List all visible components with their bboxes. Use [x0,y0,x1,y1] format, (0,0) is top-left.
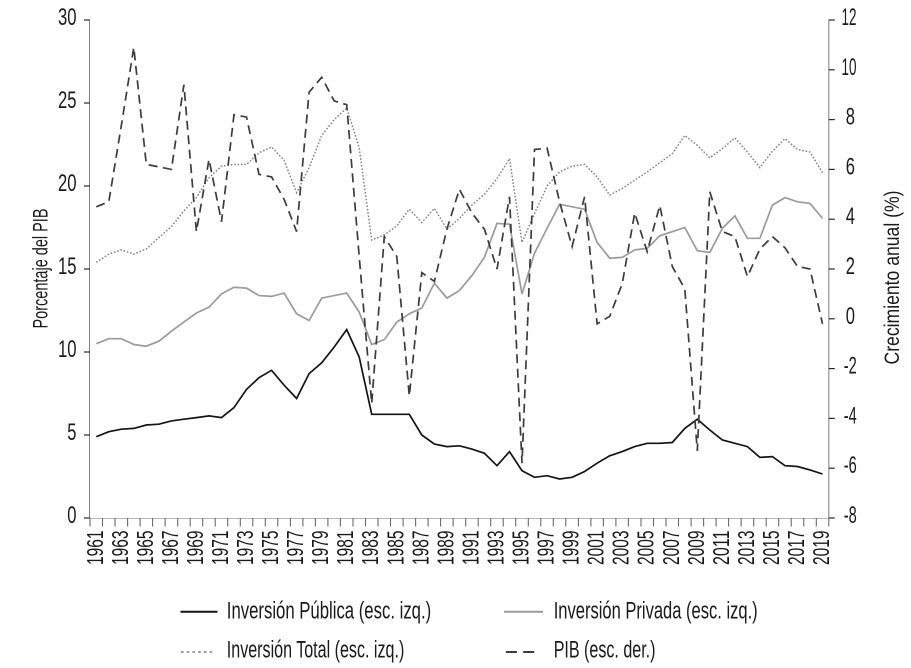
svg-text:1981: 1981 [332,531,358,566]
svg-text:10: 10 [842,54,857,81]
svg-text:Porcentaje del PIB: Porcentaje del PIB [29,209,53,329]
svg-text:-4: -4 [844,402,857,429]
svg-text:30: 30 [58,4,77,31]
svg-text:1997: 1997 [533,531,559,566]
svg-text:0: 0 [846,303,855,330]
svg-text:2019: 2019 [808,531,834,566]
svg-text:-6: -6 [844,452,857,479]
svg-text:1983: 1983 [357,531,383,566]
svg-text:1961: 1961 [82,531,108,566]
svg-text:Inversión Pública (esc. izq.): Inversión Pública (esc. izq.) [227,598,431,625]
svg-text:-2: -2 [844,353,857,380]
svg-text:1977: 1977 [282,531,308,566]
svg-text:1987: 1987 [407,531,433,566]
svg-text:2017: 2017 [783,531,809,566]
svg-text:-8: -8 [844,502,857,529]
svg-text:1995: 1995 [508,531,534,566]
svg-text:15: 15 [58,253,77,280]
svg-text:6: 6 [846,153,855,180]
svg-text:Inversión Total (esc. izq.): Inversión Total (esc. izq.) [227,637,404,664]
svg-text:2015: 2015 [758,531,784,566]
svg-text:1965: 1965 [132,531,158,566]
svg-text:2001: 2001 [583,531,609,566]
svg-text:2011: 2011 [708,531,734,566]
svg-text:25: 25 [58,87,77,114]
svg-text:2007: 2007 [658,531,684,566]
svg-text:8: 8 [846,104,855,131]
svg-text:PIB (esc. der.): PIB (esc. der.) [554,637,656,664]
svg-text:20: 20 [58,170,77,197]
svg-text:1971: 1971 [207,531,233,566]
svg-text:1963: 1963 [107,531,133,566]
svg-text:2005: 2005 [633,531,659,566]
svg-text:1979: 1979 [307,531,333,566]
svg-text:1973: 1973 [232,531,258,566]
svg-text:0: 0 [67,502,76,529]
svg-text:2009: 2009 [683,531,709,566]
svg-text:12: 12 [842,4,857,31]
svg-text:1993: 1993 [483,531,509,566]
svg-text:1989: 1989 [432,531,458,566]
svg-text:1969: 1969 [182,531,208,566]
svg-text:2003: 2003 [608,531,634,566]
svg-text:5: 5 [67,419,76,446]
svg-text:1975: 1975 [257,531,283,566]
svg-text:Inversión Privada (esc. izq.): Inversión Privada (esc. izq.) [554,598,758,625]
svg-text:2: 2 [846,253,855,280]
svg-text:1967: 1967 [157,531,183,566]
svg-text:Crecimiento anual (%): Crecimiento anual (%) [880,191,904,365]
svg-text:1991: 1991 [457,531,483,566]
svg-text:10: 10 [58,336,77,363]
svg-text:1999: 1999 [558,531,584,566]
svg-text:2013: 2013 [733,531,759,566]
svg-text:4: 4 [846,203,855,230]
svg-text:1985: 1985 [382,531,408,566]
